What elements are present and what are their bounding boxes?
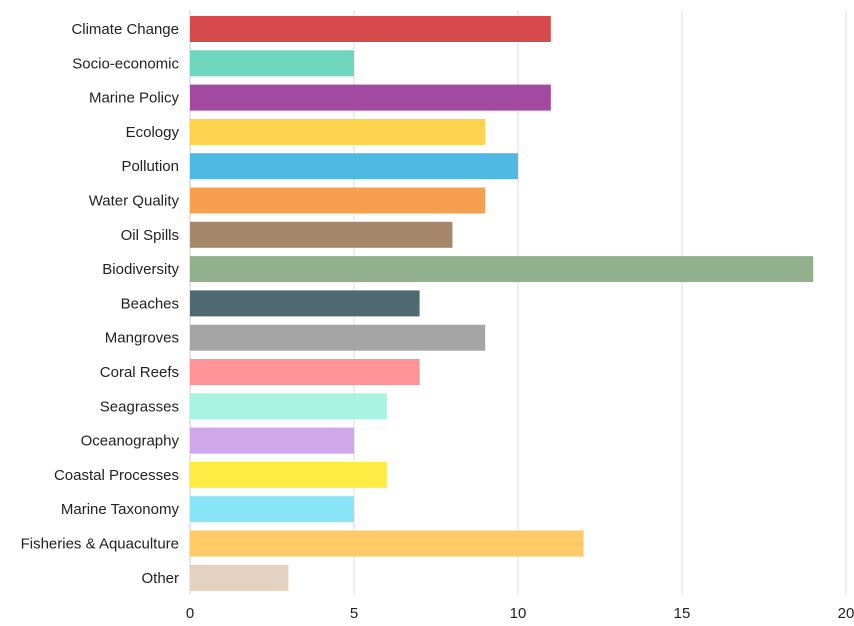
x-tick-label-20: 20 — [838, 605, 854, 622]
bar-other — [190, 564, 289, 591]
x-axis-ticks: 0 5 10 15 20 — [186, 605, 854, 622]
bar-climate-change — [190, 16, 551, 42]
x-tick-label-15: 15 — [674, 605, 691, 622]
category-label-socio-economic: Socio-economic — [72, 55, 179, 72]
category-label-beaches: Beaches — [121, 295, 179, 312]
category-label-mangroves: Mangroves — [105, 330, 179, 347]
bar-mangroves — [190, 324, 486, 351]
bar-ecology — [190, 118, 486, 145]
category-label-coastal-processes: Coastal Processes — [54, 467, 179, 484]
category-label-fisheries-aquaculture: Fisheries & Aquaculture — [21, 536, 179, 553]
bar-biodiversity — [190, 256, 814, 283]
bar-oil-spills — [190, 221, 453, 248]
category-label-ecology: Ecology — [126, 124, 180, 141]
category-label-other: Other — [141, 570, 179, 587]
category-labels: Climate Change Socio-economic Marine Polic… — [21, 21, 180, 587]
category-label-oil-spills: Oil Spills — [121, 227, 179, 244]
bar-pollution — [190, 153, 518, 180]
bar-water-quality — [190, 187, 486, 214]
bar-seagrasses — [190, 393, 387, 420]
bar-marine-policy — [190, 84, 551, 111]
category-label-seagrasses: Seagrasses — [100, 398, 179, 415]
bar-beaches — [190, 290, 420, 317]
category-label-water-quality: Water Quality — [89, 193, 180, 210]
bar-coastal-processes — [190, 461, 387, 488]
category-label-climate-change: Climate Change — [71, 21, 179, 38]
bar-marine-taxonomy — [190, 496, 354, 523]
category-label-coral-reefs: Coral Reefs — [100, 364, 179, 381]
bar-socio-economic — [190, 50, 354, 77]
bar-oceanography — [190, 427, 354, 454]
x-tick-label-0: 0 — [186, 605, 194, 622]
bar-coral-reefs — [190, 359, 420, 385]
category-label-biodiversity: Biodiversity — [102, 261, 179, 278]
category-label-marine-taxonomy: Marine Taxonomy — [61, 501, 180, 518]
x-tick-label-10: 10 — [510, 605, 527, 622]
category-label-pollution: Pollution — [121, 158, 179, 175]
category-label-oceanography: Oceanography — [81, 433, 180, 450]
category-label-marine-policy: Marine Policy — [89, 90, 180, 107]
bar-fisheries-aquaculture — [190, 530, 584, 557]
x-tick-label-5: 5 — [350, 605, 358, 622]
bars — [190, 16, 814, 591]
